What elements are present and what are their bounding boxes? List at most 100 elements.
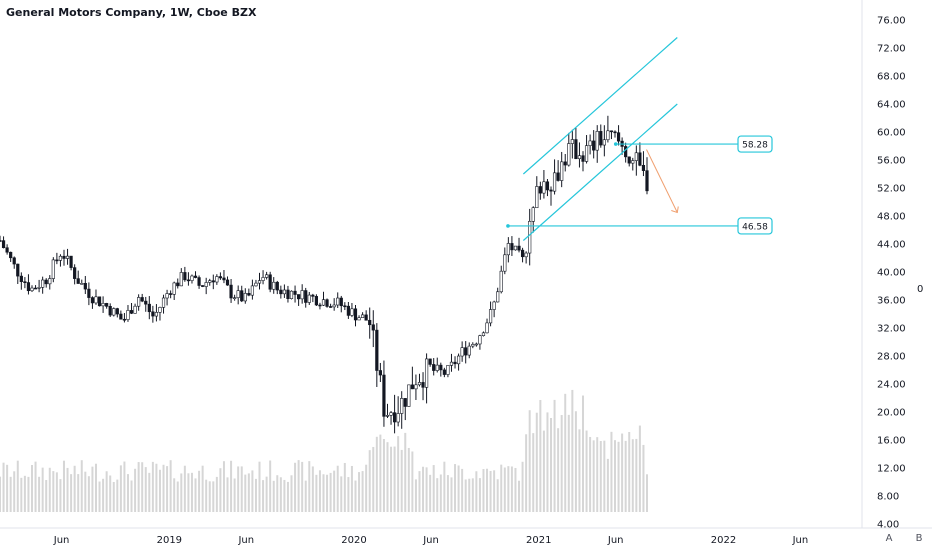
candle <box>26 274 31 295</box>
volume-bar <box>194 478 197 512</box>
volume-bar <box>48 467 51 512</box>
candle <box>577 142 582 168</box>
candle-body <box>584 145 589 162</box>
candle-body <box>140 297 144 302</box>
candle-body <box>275 281 279 291</box>
time-tick-label: Jun <box>237 535 254 546</box>
candle <box>428 358 432 367</box>
candle-body <box>538 186 542 194</box>
candle-body <box>101 303 105 307</box>
candle <box>560 151 564 188</box>
volume-bar <box>55 472 58 512</box>
candle <box>9 251 13 262</box>
volume-bar <box>0 476 1 512</box>
candle-body <box>307 294 311 303</box>
candle <box>616 125 621 146</box>
volume-bar <box>585 430 588 512</box>
candle-body <box>449 361 454 366</box>
volume-bar <box>27 476 30 512</box>
price-tick-label: 48.00 <box>877 212 906 223</box>
candle <box>257 272 262 290</box>
candle-body <box>627 156 631 164</box>
volume-bar <box>425 467 428 512</box>
candle <box>151 305 155 323</box>
volume-bar <box>411 451 414 512</box>
candle <box>169 290 173 299</box>
volume-bar <box>386 442 389 512</box>
volume-bar <box>219 468 222 512</box>
candle <box>122 313 127 323</box>
candle-body <box>389 412 393 416</box>
candle <box>0 235 2 242</box>
candle-body <box>133 305 137 314</box>
candle <box>336 292 340 309</box>
candle <box>140 293 144 303</box>
volume-bar <box>176 481 179 512</box>
volume-bar <box>550 418 553 512</box>
auto-scale-button[interactable]: A <box>885 533 893 544</box>
candle-body <box>392 412 397 423</box>
candle <box>268 271 272 293</box>
log-scale-button[interactable]: B <box>915 533 923 544</box>
volume-bar <box>642 444 645 512</box>
candle <box>190 274 194 284</box>
candle-body <box>499 270 503 293</box>
candle-body <box>183 272 187 281</box>
volume-bar <box>9 476 12 512</box>
volume-bar <box>574 411 577 512</box>
candle-body <box>592 140 596 151</box>
candle-body <box>229 284 233 299</box>
time-axis[interactable]: Jun 2019 Jun 2020 Jun 2021 Jun 2022 Jun <box>0 527 932 546</box>
volume-bar <box>77 474 80 512</box>
volume-bar <box>6 464 9 512</box>
volume-bar <box>212 481 215 512</box>
price-axis[interactable]: 76.00 72.00 68.00 64.00 60.00 56.00 52.00 48.00… <box>861 0 906 531</box>
candle <box>229 279 233 303</box>
candle <box>218 272 223 280</box>
candle <box>503 247 507 275</box>
candle-body <box>481 332 486 336</box>
candle <box>513 245 518 251</box>
candle-body <box>446 365 450 375</box>
candle-body <box>385 414 390 417</box>
volume-bar <box>418 471 421 512</box>
candle <box>289 290 294 300</box>
candle-body <box>293 290 297 295</box>
volume-bar <box>628 432 631 512</box>
volume-bar <box>102 478 105 512</box>
volume-bar <box>375 436 378 512</box>
volume-bar <box>137 462 140 512</box>
volume-bar <box>322 474 325 512</box>
volume-bar <box>631 439 634 512</box>
candle <box>115 307 119 318</box>
candle-body <box>90 297 95 304</box>
volume-bar <box>468 478 471 512</box>
candle <box>97 296 102 307</box>
candle <box>449 353 454 372</box>
candle <box>570 129 574 159</box>
volume-bar <box>166 466 169 512</box>
candle-body <box>577 155 582 160</box>
candle <box>613 130 617 138</box>
candle <box>243 288 247 304</box>
volume-bar <box>599 440 602 512</box>
volume-bar <box>343 462 346 512</box>
volume-bar <box>443 461 446 512</box>
volume-bar <box>258 461 261 512</box>
price-tick-label: 40.00 <box>877 268 906 279</box>
candle <box>87 282 91 306</box>
candle <box>624 142 628 163</box>
candle-body <box>55 259 59 262</box>
candle-body <box>467 345 471 356</box>
candle <box>300 284 304 304</box>
candle-body <box>58 255 63 261</box>
candle-body <box>201 285 205 287</box>
candle <box>574 127 578 160</box>
volume-bar <box>244 474 247 512</box>
candle-body <box>83 283 87 290</box>
volume-bar <box>13 471 16 512</box>
volume-bar <box>41 467 44 512</box>
candle <box>396 396 400 427</box>
volume-bar <box>38 476 41 512</box>
